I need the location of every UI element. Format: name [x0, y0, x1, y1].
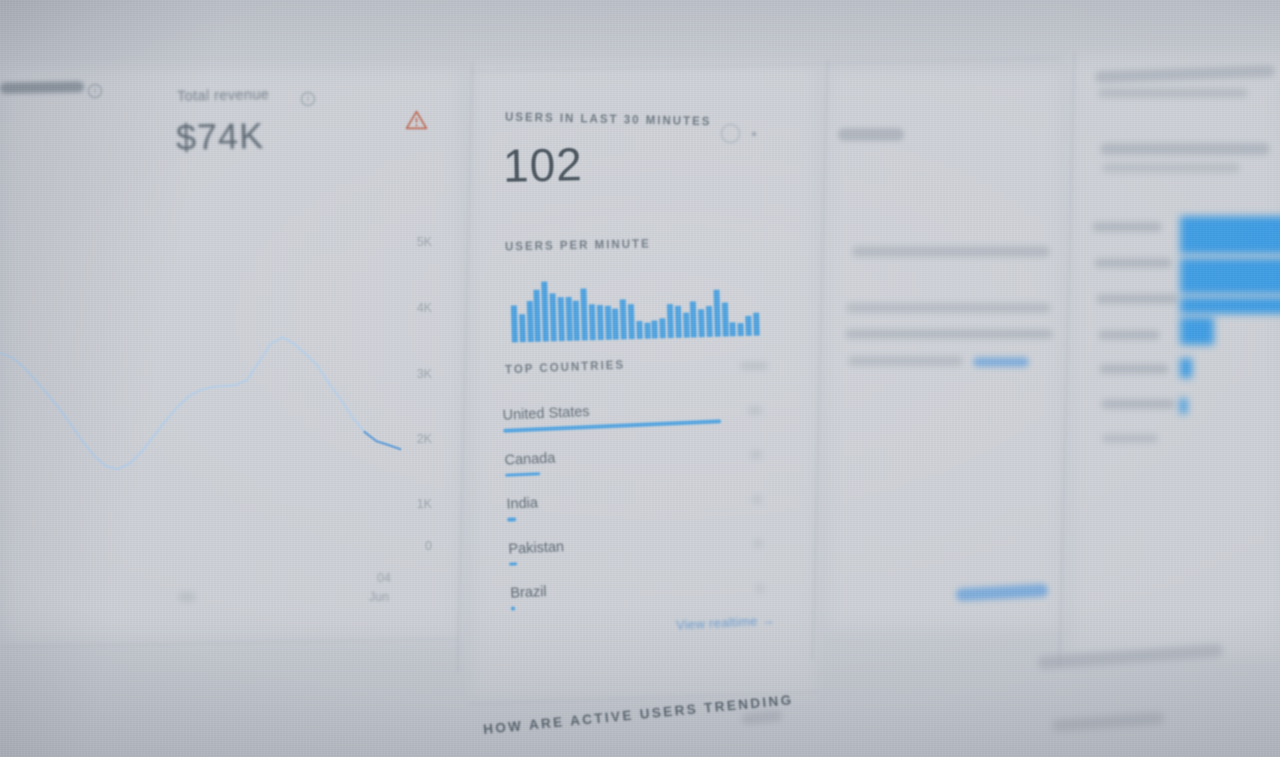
- x-axis-tick-blurred: [178, 592, 196, 602]
- insights-text-blurred: [848, 356, 963, 366]
- total-revenue-label: Total revenue: [176, 87, 270, 105]
- revenue-trend-line-chart: [0, 335, 402, 471]
- row-label-blurred: [1096, 294, 1178, 304]
- row-label-blurred: [1102, 434, 1158, 443]
- users-per-minute-bar: [636, 320, 643, 340]
- country-bar: [509, 561, 517, 566]
- insights-link-blurred[interactable]: [973, 357, 1029, 367]
- country-bar: [510, 606, 516, 611]
- users-per-minute-bar: [604, 306, 612, 340]
- row-label-blurred: [1099, 364, 1169, 374]
- users-per-minute-bar: [627, 304, 635, 340]
- realtime-gauge-icon: [721, 124, 740, 143]
- overflow-dot-icon: [752, 132, 756, 136]
- users-per-minute-bar: [713, 289, 721, 337]
- country-bar: [507, 517, 516, 522]
- users-per-minute-bar: [541, 281, 550, 342]
- x-axis-tick-month: Jun: [368, 590, 390, 604]
- users-per-minute-bar: [526, 301, 534, 343]
- country-count-blurred: [753, 539, 763, 548]
- horizontal-bar-chart-blurred: [1180, 0, 1280, 757]
- users-per-minute-bar: [659, 317, 666, 339]
- heading-tail-blurred: [741, 709, 783, 726]
- users-per-minute-bar: [588, 304, 596, 341]
- overview-card-surface: [6, 70, 458, 640]
- users-per-minute-bar: [643, 322, 651, 339]
- card-divider: [811, 60, 829, 660]
- insights-card-surface: [828, 70, 1060, 630]
- insights-text-blurred: [846, 303, 1051, 313]
- users-per-minute-bar: [596, 305, 604, 341]
- users-per-minute-bar: [557, 296, 565, 342]
- insights-text-blurred: [852, 246, 1050, 257]
- users-per-minute-bar: [510, 305, 518, 343]
- y-axis-tick: 1K: [416, 497, 432, 511]
- country-count-blurred: [752, 495, 762, 504]
- y-axis-tick: 3K: [416, 367, 432, 381]
- y-axis-tick: 0: [425, 539, 432, 553]
- users-per-minute-bar: [565, 296, 573, 341]
- row-label-blurred: [1094, 258, 1172, 268]
- users-per-minute-bar: [533, 290, 542, 342]
- users-per-minute-bar: [518, 313, 526, 343]
- pages-card-surface: [1072, 55, 1280, 655]
- users-per-minute-bar: [580, 288, 589, 341]
- country-bar: [505, 471, 541, 477]
- country-count-blurred: [748, 406, 762, 415]
- blurred-horizontal-bar: [1180, 317, 1214, 345]
- country-count-blurred: [750, 450, 762, 459]
- blurred-horizontal-bar: [1180, 258, 1280, 294]
- insights-header-blurred: [838, 128, 904, 141]
- info-icon[interactable]: i: [88, 84, 102, 98]
- insights-text-blurred: [845, 329, 1053, 339]
- panel-text-blurred: [1098, 88, 1248, 98]
- users-per-minute-bar: [745, 315, 752, 336]
- users-per-minute-bar: [651, 320, 659, 339]
- warning-triangle-icon[interactable]: [404, 108, 429, 138]
- top-countries-list: United States Canada India Pakistan Brazil: [502, 396, 773, 630]
- users-30min-value: 102: [502, 138, 584, 192]
- column-header-blurred: [740, 362, 768, 370]
- panel-text-blurred: [1100, 143, 1270, 155]
- arrow-right-icon: →: [761, 612, 776, 629]
- users-per-minute-bar: [721, 302, 729, 337]
- users-per-minute-bar: [737, 323, 744, 337]
- card-divider: [456, 62, 474, 672]
- users-per-minute-bar: [682, 312, 690, 338]
- users-per-minute-chart: [510, 279, 763, 343]
- blurred-horizontal-bar: [1180, 297, 1280, 314]
- row-label-blurred: [1101, 399, 1175, 409]
- users-per-minute-bar: [619, 299, 627, 340]
- x-axis-tick-day: 04: [377, 571, 391, 585]
- users-per-minute-bar: [573, 300, 581, 341]
- cropped-metric-label-blurred: [0, 81, 85, 94]
- y-axis-tick: 4K: [416, 301, 432, 315]
- blurred-horizontal-bar: [1180, 358, 1192, 378]
- users-per-minute-bar: [549, 293, 557, 342]
- blurred-horizontal-bar: [1180, 398, 1187, 414]
- users-per-minute-bar: [666, 304, 674, 339]
- row-label-blurred: [1092, 222, 1162, 232]
- users-per-minute-bar: [729, 321, 737, 337]
- y-axis-tick: 2K: [416, 432, 432, 446]
- row-label-blurred: [1098, 330, 1160, 340]
- info-icon[interactable]: i: [301, 92, 315, 106]
- panel-text-blurred: [1102, 163, 1240, 173]
- users-per-minute-bar: [698, 308, 705, 338]
- users-per-minute-bar: [752, 312, 760, 336]
- y-axis-tick: 5K: [416, 235, 432, 249]
- users-per-minute-bar: [612, 308, 620, 340]
- users-per-minute-bar: [674, 305, 682, 338]
- country-count-blurred: [755, 584, 765, 593]
- total-revenue-value: $74K: [175, 115, 265, 158]
- blurred-horizontal-bar: [1180, 216, 1280, 254]
- users-per-minute-bar: [705, 305, 713, 338]
- users-per-minute-bar: [690, 301, 698, 338]
- bottom-text-blurred: [1051, 712, 1165, 732]
